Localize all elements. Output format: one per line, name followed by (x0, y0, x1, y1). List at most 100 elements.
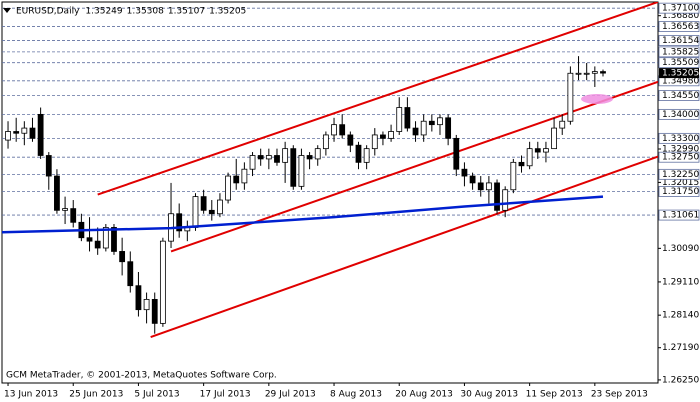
candle-body (119, 251, 126, 263)
level-box (658, 151, 700, 163)
axes: 1.36880 1.32990 1.32015 1.30090 1.29110 1.281… (4, 2, 700, 400)
level-box (658, 57, 700, 69)
x-tick-label: 8 Aug 2013 (330, 390, 382, 400)
candle-body (94, 240, 101, 249)
candle-body (461, 168, 468, 177)
candle-body (249, 155, 256, 170)
level-box (658, 35, 700, 46)
symbol: EURUSD,Daily (16, 7, 80, 17)
ohlc-value: 1.35249 (85, 7, 122, 17)
level-label: 1.34000 (662, 110, 699, 120)
candle-body (567, 72, 574, 122)
level-label: 1.33300 (662, 134, 699, 144)
y-tick-label: 1.29110 (662, 277, 699, 287)
candle-body (135, 285, 142, 311)
plot-frame (1, 1, 659, 384)
candle-body (559, 120, 566, 129)
candle-body (347, 134, 354, 146)
candle-body (526, 148, 533, 167)
moving-average (2, 195, 604, 234)
x-tick-label: 20 Aug 2013 (395, 390, 453, 400)
candle-body (428, 120, 435, 126)
level-label: 1.36154 (662, 36, 699, 46)
candle-body (208, 209, 215, 215)
candle-body (371, 134, 378, 150)
level-label: 1.34550 (662, 91, 699, 101)
trend-line (150, 155, 658, 339)
candle-body (111, 227, 117, 252)
candle-body (591, 71, 598, 74)
current-price-box (659, 68, 699, 79)
ohlc-value: 1.35107 (168, 7, 205, 17)
candle-body (600, 71, 606, 74)
y-tick-label: 1.36880 (662, 11, 699, 21)
candle-body (404, 107, 411, 129)
candle-body (396, 107, 403, 132)
candle-body (282, 148, 289, 163)
x-tick-label: 13 Jun 2013 (4, 390, 58, 400)
level-label: 1.36563 (662, 22, 699, 32)
x-tick-label: 30 Aug 2013 (460, 390, 518, 400)
y-tick-label: 1.28140 (662, 311, 699, 321)
candle-body (45, 155, 52, 177)
candle-body (502, 189, 509, 211)
level-box (658, 168, 700, 180)
candle-body (21, 127, 28, 134)
candle-body (388, 131, 394, 139)
candle-body (298, 155, 305, 187)
candle-body (159, 240, 166, 324)
x-tick-label: 5 Jul 2013 (134, 390, 179, 400)
candle-body (534, 148, 541, 153)
level-label: 1.31061 (662, 211, 699, 221)
trend-line (97, 2, 658, 196)
candle-body (29, 127, 36, 139)
candle-body (151, 298, 158, 324)
candle-body (176, 213, 183, 232)
x-tick-label: 25 Jun 2013 (69, 390, 123, 400)
y-tick-label: 1.26250 (662, 375, 699, 385)
y-tick-label: 1.32990 (662, 144, 699, 154)
x-tick-label: 11 Sep 2013 (526, 390, 583, 400)
level-label: 1.32250 (662, 170, 699, 180)
candle-body (143, 298, 150, 311)
highlight (581, 94, 613, 104)
candle-body (543, 148, 549, 153)
level-label: 1.37100 (662, 4, 699, 14)
menu-icon (3, 8, 11, 13)
candle-body (13, 131, 20, 134)
level-box (658, 209, 700, 221)
candle-body (102, 227, 109, 249)
candle-body (339, 124, 346, 136)
ohlc-value: 1.35308 (127, 7, 164, 17)
candle-body (518, 161, 525, 167)
candle-body (583, 72, 590, 75)
level-box (658, 46, 700, 58)
level-box (658, 132, 700, 144)
candle-body (192, 196, 199, 228)
candle-body (241, 168, 248, 184)
candle-body (420, 120, 427, 136)
candle-body (412, 127, 419, 136)
level-box (658, 186, 700, 197)
level-box (658, 90, 700, 101)
y-tick-label: 1.32015 (662, 178, 699, 188)
candle-body (225, 175, 231, 201)
level-label: 1.35825 (662, 47, 699, 57)
candle-body (37, 113, 44, 156)
candle-body (257, 155, 264, 160)
candle-body (380, 134, 386, 139)
candle-body (290, 148, 297, 187)
level-label: 1.32750 (662, 153, 699, 163)
ohlc-value: 1.35205 (209, 7, 246, 17)
candle-body (445, 117, 452, 139)
level-box (658, 108, 700, 120)
candle-body (217, 199, 223, 215)
current-price-label: 1.35205 (662, 69, 699, 79)
candle-body (551, 127, 557, 150)
candle-body (200, 196, 207, 211)
candle-body (265, 155, 272, 160)
x-tick-label: 29 Jul 2013 (265, 390, 316, 400)
candle-body (62, 208, 68, 211)
x-tick-label: 17 Jul 2013 (200, 390, 251, 400)
candle-body (86, 237, 93, 242)
